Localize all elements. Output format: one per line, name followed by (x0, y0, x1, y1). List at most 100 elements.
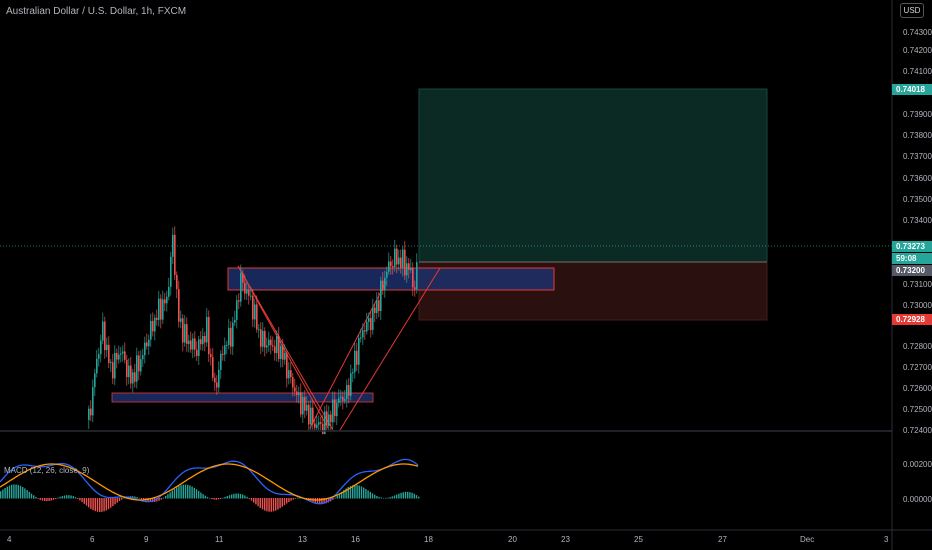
candle-body (204, 335, 206, 343)
candle-body (188, 340, 190, 345)
macd-histogram-bar (290, 498, 292, 501)
macd-histogram-bar (28, 491, 30, 499)
candle-body (128, 365, 130, 378)
macd-histogram-bar (167, 494, 169, 499)
macd-legend[interactable]: MACD (12, 26, close, 9) (4, 466, 90, 475)
candle-body (238, 300, 240, 302)
candle-body (286, 353, 288, 379)
macd-histogram-bar (385, 497, 387, 499)
macd-histogram-bar (160, 498, 162, 500)
symbol-title[interactable]: Australian Dollar / U.S. Dollar, 1h, FXC… (6, 6, 187, 17)
candle-body (182, 318, 184, 343)
candle-body (338, 398, 340, 403)
macd-histogram-bar (90, 498, 92, 509)
candle-body (416, 262, 418, 290)
macd-histogram-bar (261, 498, 264, 510)
candle-body (278, 335, 280, 359)
candle-body (148, 339, 150, 347)
candle-body (116, 352, 118, 360)
macd-histogram-bar (389, 497, 391, 499)
macd-histogram-bar (88, 498, 90, 508)
macd-histogram-bar (398, 493, 400, 499)
macd-histogram-bar (105, 498, 107, 511)
currency-badge[interactable]: USD (900, 3, 924, 18)
candle-body (402, 249, 404, 268)
candle-body (276, 335, 278, 354)
candle-body (254, 304, 256, 320)
candle-body (308, 404, 310, 425)
macd-histogram-bar (347, 487, 349, 499)
candle-body (236, 300, 238, 320)
macd-histogram-bar (319, 498, 321, 504)
candle-body (152, 320, 154, 332)
candle-body (312, 407, 314, 424)
candle-body (300, 392, 302, 415)
macd-histogram-bar (374, 494, 376, 499)
time-tick: 11 (215, 535, 224, 544)
macd-histogram-bar (215, 498, 217, 500)
time-tick: 23 (561, 535, 570, 544)
macd-histogram-bar (41, 498, 44, 501)
price-tick: 0.73900 (903, 110, 932, 119)
candle-body (166, 296, 168, 304)
time-tick: 25 (634, 535, 643, 544)
candle-body (138, 355, 140, 372)
candle-body (220, 353, 222, 370)
macd-histogram-bar (52, 498, 55, 500)
macd-histogram-bar (94, 498, 96, 512)
time-tick: 13 (298, 535, 307, 544)
candle-body (196, 349, 198, 356)
macd-histogram-bar (352, 485, 354, 499)
candle-body (158, 298, 160, 320)
candle-body (232, 322, 234, 347)
candle-body (394, 248, 396, 267)
macd-histogram-bar (198, 490, 200, 499)
macd-histogram-bar (226, 496, 228, 499)
candle-body (368, 318, 370, 322)
macd-histogram-bar (103, 498, 105, 512)
candle-body (96, 358, 98, 374)
candle-body (162, 299, 164, 320)
bar-countdown-label: 59:08 (892, 253, 932, 264)
macd-histogram-bar (404, 491, 407, 499)
trend-lines[interactable] (237, 265, 334, 431)
price-tick: 0.74100 (903, 67, 932, 76)
stop-price-label: 0.72928 (892, 314, 932, 325)
macd-histogram-bar (387, 497, 389, 499)
macd-histogram-bar (418, 496, 420, 499)
candle-body (98, 354, 100, 359)
candle-body (318, 422, 320, 425)
macd-histogram-bar (107, 498, 110, 510)
macd-histogram-bar (171, 490, 173, 499)
candle-body (336, 402, 338, 417)
macd-histogram-bar (400, 492, 402, 499)
macd-histogram-bar (380, 497, 382, 499)
price-tick: 0.73700 (903, 152, 932, 161)
macd-histogram-bar (33, 495, 35, 499)
candle-body (172, 234, 174, 257)
candle-body (404, 249, 406, 276)
macd-histogram-bar (136, 497, 138, 499)
macd-histogram-bar (180, 485, 182, 499)
demand-zone[interactable] (111, 392, 374, 403)
current-price-label: 0.73273 (892, 241, 932, 252)
macd-histogram-bar (30, 493, 33, 499)
candle-body (126, 359, 128, 378)
price-tick: 0.72400 (903, 426, 932, 435)
candle-body (154, 317, 156, 332)
trend-line-up-1[interactable] (309, 281, 387, 429)
candle-body (390, 261, 392, 267)
candle-body (294, 387, 296, 392)
candle-body (176, 274, 178, 290)
trend-line-up-2[interactable] (339, 267, 441, 431)
candle-body (124, 351, 126, 360)
macd-histogram-bar (200, 492, 202, 499)
profit-zone[interactable] (418, 88, 768, 263)
macd-histogram-bar (149, 498, 151, 502)
macd-histogram-bar (286, 498, 288, 504)
candle-body (164, 299, 166, 304)
candle-body (392, 266, 394, 268)
macd-histogram-bar (66, 495, 68, 499)
candle-body (382, 280, 384, 291)
